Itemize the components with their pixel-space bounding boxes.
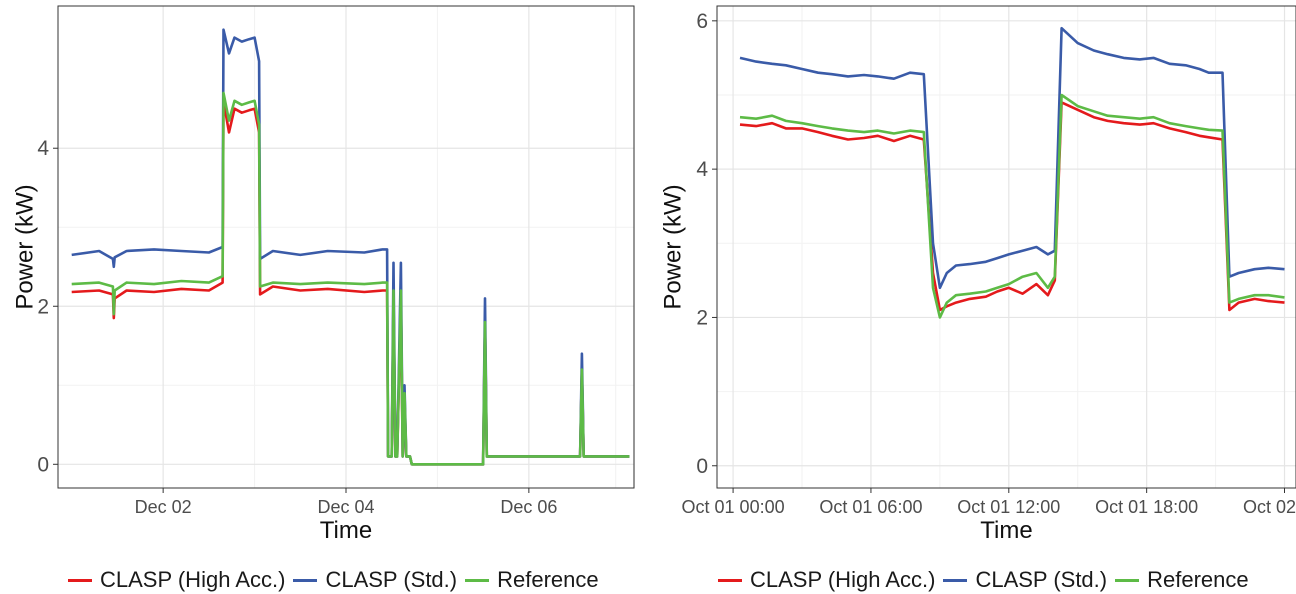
- legend-right: CLASP (High Acc.) CLASP (Std.) Reference: [718, 567, 1257, 593]
- legend-label: CLASP (High Acc.): [750, 567, 936, 592]
- x-tick-label: Oct 02 00:: [1243, 497, 1296, 517]
- legend-label: CLASP (Std.): [325, 567, 458, 592]
- chart-right: 0 2 4 6 Oct 01 00:00 Oct 01 06:00 Oct 01 12:0…: [659, 5, 1296, 544]
- legend-item: CLASP (Std.): [293, 567, 457, 593]
- x-tick-label: Oct 01 00:00: [682, 497, 785, 517]
- y-ticks: 0 2 4 6: [696, 10, 717, 478]
- legend-key-blue: [293, 578, 318, 582]
- plot-frame: [716, 5, 1296, 489]
- y-ticks: 0 2 4: [37, 137, 58, 476]
- y-tick-label: 4: [37, 137, 49, 160]
- legend-left: CLASP (High Acc.) CLASP (Std.) Reference: [68, 567, 607, 593]
- grid: [58, 6, 635, 488]
- x-tick-label: Dec 06: [500, 497, 557, 517]
- y-axis-label: Power (kW): [659, 184, 686, 309]
- grid: [717, 6, 1296, 488]
- x-tick-label: Oct 01 12:00: [957, 497, 1060, 517]
- legend-label: Reference: [497, 567, 599, 592]
- x-ticks: Oct 01 00:00 Oct 01 06:00 Oct 01 12:00 Oct …: [682, 488, 1296, 517]
- series-line-2: [71, 91, 630, 466]
- legend-item: CLASP (High Acc.): [718, 567, 935, 593]
- legend-key-red: [68, 578, 92, 582]
- legend-item: Reference: [465, 567, 599, 593]
- x-tick-label: Dec 04: [317, 497, 374, 517]
- x-tick-label: Oct 01 18:00: [1095, 497, 1198, 517]
- y-tick-label: 2: [696, 306, 708, 329]
- legend-key-red: [718, 578, 742, 582]
- series-group: [71, 28, 630, 466]
- series-group: [739, 26, 1285, 319]
- y-tick-label: 2: [37, 295, 49, 318]
- x-tick-label: Oct 01 06:00: [819, 497, 922, 517]
- legend-label: CLASP (Std.): [975, 567, 1108, 592]
- y-tick-label: 0: [37, 453, 49, 476]
- legend-item: CLASP (Std.): [943, 567, 1107, 593]
- series-line-2: [739, 93, 1285, 319]
- series-line-1: [739, 26, 1285, 290]
- legend-item: Reference: [1115, 567, 1249, 593]
- series-line-1: [71, 28, 630, 466]
- series-line-0: [739, 101, 1285, 312]
- y-tick-label: 4: [696, 158, 708, 181]
- x-axis-label: Time: [980, 517, 1032, 544]
- legend-key-blue: [943, 578, 968, 582]
- y-tick-label: 6: [696, 10, 708, 33]
- y-axis-label: Power (kW): [11, 184, 38, 309]
- y-tick-label: 0: [696, 455, 708, 478]
- legend-label: CLASP (High Acc.): [100, 567, 286, 592]
- legend-key-green: [1115, 578, 1140, 582]
- x-axis-label: Time: [320, 517, 372, 544]
- legend-key-green: [465, 578, 490, 582]
- legend-label: Reference: [1147, 567, 1249, 592]
- legend-item: CLASP (High Acc.): [68, 567, 285, 593]
- x-tick-label: Dec 02: [135, 497, 192, 517]
